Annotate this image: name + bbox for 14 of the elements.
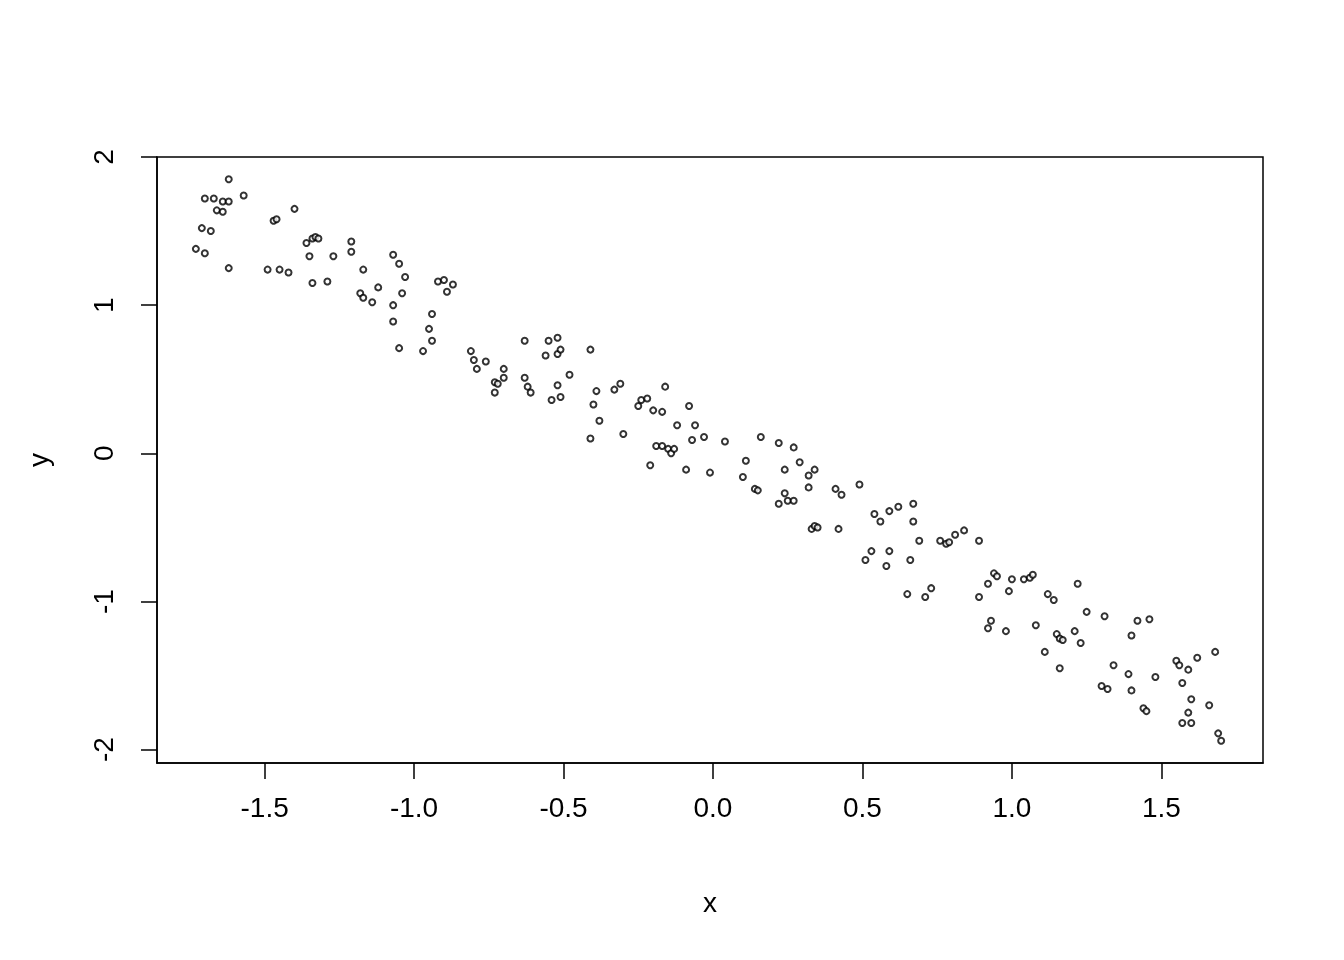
x-tick-label: -0.5: [539, 791, 588, 823]
x-tick-label: 1.5: [1141, 791, 1181, 823]
x-axis-title: x: [703, 886, 717, 918]
y-tick-label: 0: [87, 445, 119, 462]
y-tick-label: -2: [87, 737, 119, 763]
x-tick-label: 0.5: [842, 791, 882, 823]
x-tick-label: -1.5: [240, 791, 289, 823]
x-tick-label: 1.0: [992, 791, 1032, 823]
y-tick-label: 1: [87, 297, 119, 313]
x-tick-label: 0.0: [693, 791, 733, 823]
y-tick-label: 2: [87, 149, 119, 165]
y-tick-label: -1: [87, 589, 119, 614]
x-tick-label: -1.0: [389, 791, 439, 823]
y-axis-title: y: [22, 453, 54, 467]
